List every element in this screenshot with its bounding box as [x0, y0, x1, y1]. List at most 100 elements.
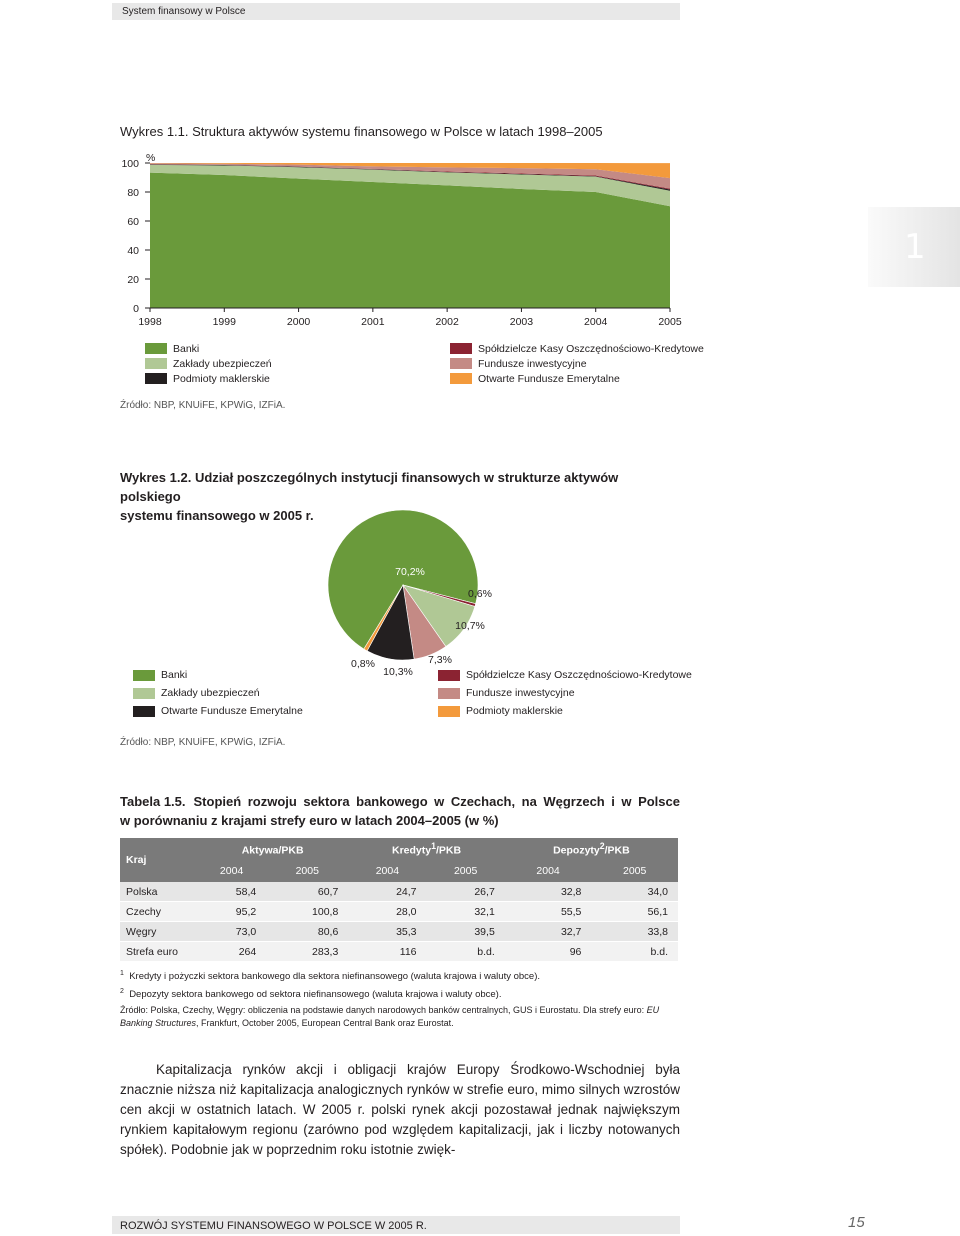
pie-label: 70,2%	[395, 566, 425, 578]
legend-swatch	[438, 705, 460, 717]
table-notes: 1 Kredyty i pożyczki sektora bankowego d…	[120, 966, 680, 1030]
cell-value: 95,2	[197, 901, 267, 922]
legend-item: Fundusze inwestycyjne	[450, 356, 704, 371]
legend-swatch	[450, 358, 472, 369]
chapter-tab: 1	[868, 207, 960, 287]
legend-swatch	[438, 669, 460, 681]
x-tick-label: 2002	[435, 316, 459, 328]
col-group-sup: 1	[431, 841, 436, 852]
figure2-title-line1: Udział poszczególnych instytucji finanso…	[120, 470, 619, 504]
legend-item: Spółdzielcze Kasy Oszczędnościowo-Kredyt…	[438, 666, 692, 684]
cell-value: 80,6	[266, 921, 349, 942]
legend-label: Spółdzielcze Kasy Oszczędnościowo-Kredyt…	[466, 669, 692, 681]
pie-label: 10,7%	[455, 620, 485, 632]
legend-label: Podmioty maklerskie	[466, 705, 563, 717]
legend-label: Banki	[173, 342, 200, 355]
footnote-2: 2 Depozyty sektora bankowego od sektora …	[120, 988, 502, 1001]
pie-label: 0,8%	[351, 658, 375, 670]
col-group-header: Depozyty2/PKB	[504, 838, 678, 860]
figure2-legend-left: Banki Zakłady ubezpieczeń Otwarte Fundus…	[133, 666, 303, 720]
table-label: Tabela 1.5.	[120, 794, 186, 809]
cell-country: Węgry	[120, 921, 197, 942]
table-source-suffix: , Frankfurt, October 2005, European Cent…	[196, 1018, 454, 1029]
figure1-legend-right: Spółdzielcze Kasy Oszczędnościowo-Kredyt…	[450, 341, 704, 386]
page-number: 15	[848, 1214, 865, 1231]
legend-swatch	[145, 373, 167, 384]
y-tick-label: 40	[127, 245, 139, 257]
col-group-header: Kredyty1/PKB	[348, 838, 505, 860]
table-source: Źródło: Polska, Czechy, Węgry: obliczeni…	[120, 1004, 680, 1030]
legend-label: Spółdzielcze Kasy Oszczędnościowo-Kredyt…	[478, 342, 704, 355]
col-header-country: Kraj	[120, 838, 197, 882]
pie-label: 7,3%	[428, 654, 452, 666]
pie-slice-5	[363, 584, 404, 652]
col-year: 2004	[504, 860, 592, 882]
cell-value: 73,0	[197, 921, 267, 942]
legend-swatch	[145, 343, 167, 354]
legend-item: Otwarte Fundusze Emerytalne	[133, 702, 303, 720]
table-title-line2: w porównaniu z krajami strefy euro w lat…	[120, 813, 499, 828]
col-group-label: Kredyty	[392, 844, 432, 857]
cell-value: 60,7	[266, 882, 349, 902]
figure2-source: Źródło: NBP, KNUiFE, KPWiG, IZFiA.	[120, 737, 286, 748]
figure1-label: Wykres 1.1.	[120, 124, 189, 139]
cell-value: 39,5	[426, 921, 505, 942]
figure1-source: Źródło: NBP, KNUiFE, KPWiG, IZFiA.	[120, 400, 286, 411]
col-year: 2004	[197, 860, 267, 882]
footnote-2-text: Depozyty sektora bankowego od sektora ni…	[129, 989, 502, 1001]
col-group-label: Aktywa/PKB	[241, 844, 304, 857]
col-group-header: Aktywa/PKB	[197, 838, 349, 860]
running-footer-text: ROZWÓJ SYSTEMU FINANSOWEGO W POLSCE W 20…	[120, 1220, 427, 1232]
legend-swatch	[133, 669, 155, 681]
x-tick-label: 1999	[213, 316, 237, 328]
x-tick-label: 1998	[138, 316, 162, 328]
col-group-suffix: /PKB	[435, 844, 462, 857]
x-tick-label: 2001	[361, 316, 385, 328]
cell-value: 264	[197, 941, 267, 962]
area-series-0	[150, 172, 670, 308]
footnote-1-text: Kredyty i pożyczki sektora bankowego dla…	[129, 971, 541, 983]
area-series-5	[150, 163, 670, 179]
legend-item: Spółdzielcze Kasy Oszczędnościowo-Kredyt…	[450, 341, 704, 356]
footnote-1: 1 Kredyty i pożyczki sektora bankowego d…	[120, 970, 541, 983]
cell-value: 58,4	[197, 882, 267, 902]
figure2-title-line2: systemu finansowego w 2005 r.	[120, 508, 314, 523]
table-row: Węgry 73,0 80,6 35,3 39,5 32,7 33,8	[120, 921, 678, 942]
legend-item: Zakłady ubezpieczeń	[145, 356, 272, 371]
cell-value: 24,7	[348, 882, 427, 902]
pie-label: 0,6%	[468, 588, 492, 600]
legend-label: Podmioty maklerskie	[173, 372, 270, 385]
x-tick-label: 2005	[658, 316, 682, 328]
cell-value: 283,3	[266, 941, 349, 962]
figure1-title: Wykres 1.1. Struktura aktywów systemu fi…	[120, 124, 603, 139]
legend-item: Podmioty maklerskie	[438, 702, 692, 720]
cell-country: Strefa euro	[120, 941, 197, 962]
legend-item: Fundusze inwestycyjne	[438, 684, 692, 702]
area-series-1	[150, 164, 670, 207]
cell-value: b.d.	[591, 941, 678, 962]
area-series-4	[150, 163, 670, 189]
cell-value: 55,5	[504, 901, 592, 922]
table-row: Polska 58,4 60,7 24,7 26,7 32,8 34,0	[120, 882, 678, 902]
legend-swatch	[450, 373, 472, 384]
cell-value: 96	[504, 941, 592, 962]
legend-label: Otwarte Fundusze Emerytalne	[478, 372, 620, 385]
table-title: Tabela 1.5. Stopień rozwoju sektora banko…	[120, 792, 680, 830]
table-title-line1: Stopień rozwoju sektora bankowego w Czec…	[193, 794, 680, 809]
y-tick-label: 100	[121, 158, 139, 170]
col-year: 2005	[426, 860, 505, 882]
legend-label: Otwarte Fundusze Emerytalne	[161, 705, 303, 717]
x-tick-label: 2000	[287, 316, 311, 328]
legend-item: Banki	[145, 341, 272, 356]
figure2-legend-right: Spółdzielcze Kasy Oszczędnościowo-Kredyt…	[438, 666, 692, 720]
pie-label: 10,3%	[383, 666, 413, 678]
legend-label: Zakłady ubezpieczeń	[173, 357, 272, 370]
cell-value: 34,0	[591, 882, 678, 902]
legend-swatch	[438, 687, 460, 699]
cell-value: 28,0	[348, 901, 427, 922]
col-year: 2005	[266, 860, 349, 882]
x-tick-label: 2003	[510, 316, 534, 328]
cell-value: 32,1	[426, 901, 505, 922]
cell-value: 33,8	[591, 921, 678, 942]
cell-value: 32,8	[504, 882, 592, 902]
